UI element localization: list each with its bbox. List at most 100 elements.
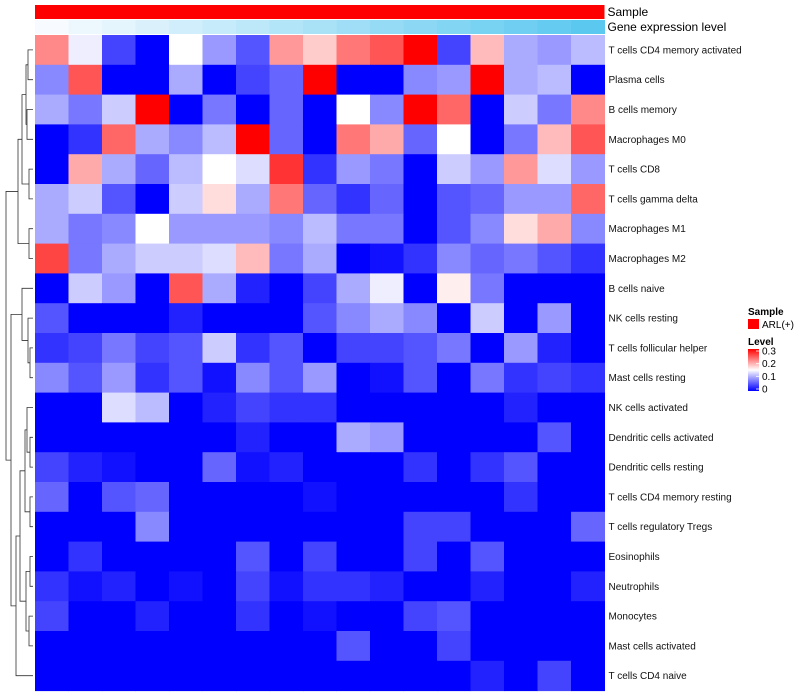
heatmap-cell xyxy=(135,362,170,394)
heatmap-cell xyxy=(202,333,237,364)
heatmap-cell xyxy=(370,660,404,692)
row-label: Dendritic cells resting xyxy=(609,463,704,474)
row-label: Macrophages M1 xyxy=(609,224,687,235)
heatmap-cell xyxy=(437,184,471,215)
expression-annotation-cell xyxy=(336,20,371,34)
heatmap-cell xyxy=(303,511,337,543)
heatmap-cell xyxy=(236,94,270,125)
heatmap-cell xyxy=(169,94,203,125)
expression-annotation-cell xyxy=(571,20,605,34)
row-label: Eosinophils xyxy=(609,552,660,563)
heatmap-cell xyxy=(537,511,572,543)
heatmap-cell xyxy=(370,154,404,185)
heatmap-cell xyxy=(437,124,471,155)
heatmap-cell xyxy=(571,35,605,66)
heatmap-cell xyxy=(370,35,404,66)
heatmap-cell xyxy=(437,213,471,245)
heatmap-cell xyxy=(35,541,69,572)
heatmap-cell xyxy=(370,64,404,96)
heatmap-cell xyxy=(504,213,538,245)
heatmap-cell xyxy=(370,243,404,274)
heatmap-cell xyxy=(169,154,203,185)
heatmap-cell xyxy=(102,541,136,572)
heatmap-cell xyxy=(303,631,337,662)
heatmap-cell xyxy=(269,213,304,245)
heatmap-cell xyxy=(102,601,136,632)
heatmap-cell xyxy=(403,64,438,96)
heatmap-cell xyxy=(470,571,505,602)
heatmap-cell xyxy=(403,303,438,334)
heatmap-cell xyxy=(571,273,605,304)
heatmap-cell xyxy=(571,422,605,453)
heatmap-cell xyxy=(236,511,270,543)
heatmap-cell xyxy=(537,243,572,274)
heatmap-cell xyxy=(202,631,237,662)
heatmap-cell xyxy=(102,511,136,543)
dendrogram-branch xyxy=(28,228,33,259)
expression-annotation-cell xyxy=(437,20,471,34)
heatmap-cell xyxy=(202,213,237,245)
heatmap-cell xyxy=(470,362,505,394)
heatmap-cell xyxy=(437,541,471,572)
heatmap-cell xyxy=(303,452,337,483)
heatmap-cell xyxy=(202,452,237,483)
expression-annotation-cell xyxy=(135,20,170,34)
heatmap-cell xyxy=(35,660,69,692)
row-label: NK cells resting xyxy=(609,314,678,325)
heatmap-cell xyxy=(269,64,304,96)
heatmap-cell xyxy=(571,571,605,602)
heatmap-cell xyxy=(571,392,605,423)
expression-annotation-cell xyxy=(403,20,438,34)
dendrogram-branch xyxy=(29,347,33,379)
heatmap-cell xyxy=(135,511,170,543)
heatmap-cell xyxy=(537,452,572,483)
heatmap-cell xyxy=(102,303,136,334)
heatmap-cell xyxy=(470,601,505,632)
heatmap-cell xyxy=(303,422,337,453)
row-label: B cells naive xyxy=(609,284,666,295)
heatmap-cell xyxy=(135,124,170,155)
dendrogram-branch xyxy=(29,556,33,587)
heatmap-cell xyxy=(370,362,404,394)
heatmap-cell xyxy=(269,422,304,453)
heatmap-cell xyxy=(537,601,572,632)
heatmap-cell xyxy=(537,422,572,453)
heatmap-cell xyxy=(236,333,270,364)
heatmap-cell xyxy=(370,422,404,453)
heatmap-cell xyxy=(236,660,270,692)
heatmap-cell xyxy=(370,392,404,423)
heatmap-cell xyxy=(303,601,337,632)
heatmap-cell xyxy=(437,333,471,364)
heatmap-cell xyxy=(102,392,136,423)
legend-level-title: Level xyxy=(748,337,774,348)
heatmap-cell xyxy=(470,94,505,125)
heatmap-cell xyxy=(135,541,170,572)
heatmap-cell xyxy=(68,362,103,394)
heatmap-cell xyxy=(370,631,404,662)
heatmap-cell xyxy=(35,631,69,662)
dendrogram-branch xyxy=(26,109,33,140)
heatmap-cell xyxy=(202,422,237,453)
heatmap-cell xyxy=(236,541,270,572)
heatmap-cell xyxy=(102,571,136,602)
heatmap-cell xyxy=(470,333,505,364)
heatmap-cell xyxy=(370,571,404,602)
heatmap-cell xyxy=(135,35,170,66)
heatmap-cell xyxy=(135,213,170,245)
heatmap-cell xyxy=(537,273,572,304)
heatmap-cell xyxy=(236,392,270,423)
heatmap-cell xyxy=(504,64,538,96)
heatmap-cell xyxy=(135,392,170,423)
heatmap-cell xyxy=(537,184,572,215)
row-label: Dendritic cells activated xyxy=(609,433,714,444)
heatmap-cell xyxy=(303,35,337,66)
heatmap-cell xyxy=(35,154,69,185)
heatmap-cell xyxy=(504,154,538,185)
heatmap-cell xyxy=(236,362,270,394)
heatmap-cell xyxy=(571,154,605,185)
heatmap-cell xyxy=(135,243,170,274)
row-label: Plasma cells xyxy=(609,75,665,86)
heatmap-cell xyxy=(403,362,438,394)
heatmap-cell xyxy=(68,184,103,215)
